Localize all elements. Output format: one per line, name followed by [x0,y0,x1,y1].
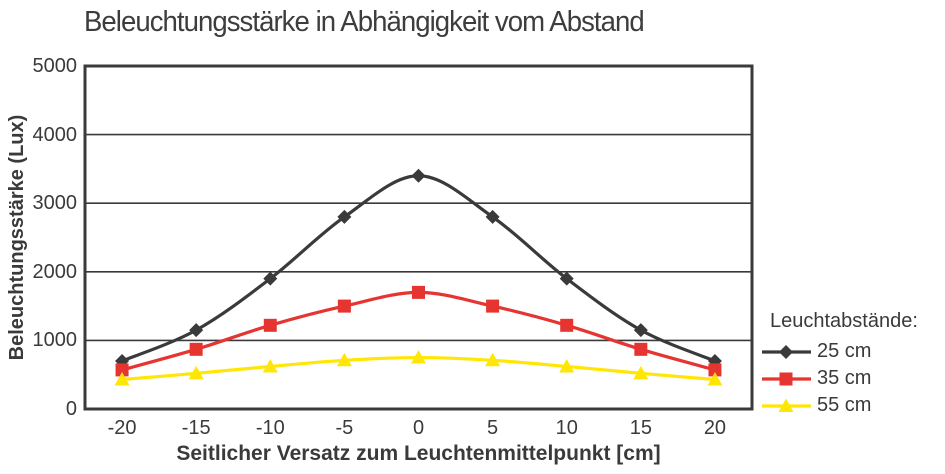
x-tick-label: -5 [335,417,354,439]
legend-label: 25 cm [817,340,872,362]
legend-marker-triangle-icon [762,398,811,412]
x-tick-label: 5 [487,417,499,439]
legend: Leuchtabstände: 25 cm 35 cm 55 cm [761,310,943,419]
legend-label: 55 cm [817,394,872,416]
chart-title: Beleuchtungsstärke in Abhängigkeit vom A… [84,6,645,38]
legend-item-35cm: 35 cm [761,365,943,392]
legend-marker-square-icon [762,372,811,385]
y-tick-label: 1000 [32,329,78,352]
y-tick-label: 5000 [32,55,78,77]
legend-title: Leuchtabstände: [770,310,918,332]
legend-label: 35 cm [817,367,872,389]
x-tick-label: -20 [107,417,137,439]
x-axis-label: Seitlicher Versatz zum Leuchtenmittelpun… [176,442,661,465]
x-tick-label: 20 [703,417,727,439]
x-tick-label: -10 [255,417,285,439]
y-tick-label: 4000 [32,123,78,146]
y-tick-label: 3000 [32,192,78,215]
x-tick-label: -15 [181,417,211,439]
y-tick-label: 0 [65,398,77,420]
x-tick-label: 15 [629,417,652,439]
x-tick-label: 10 [555,417,578,439]
y-tick-label: 2000 [32,260,78,283]
x-tick-label: 0 [412,417,425,439]
legend-item-25cm: 25 cm [761,338,943,365]
legend-marker-diamond-icon [762,344,811,359]
legend-item-55cm: 55 cm [761,392,943,419]
